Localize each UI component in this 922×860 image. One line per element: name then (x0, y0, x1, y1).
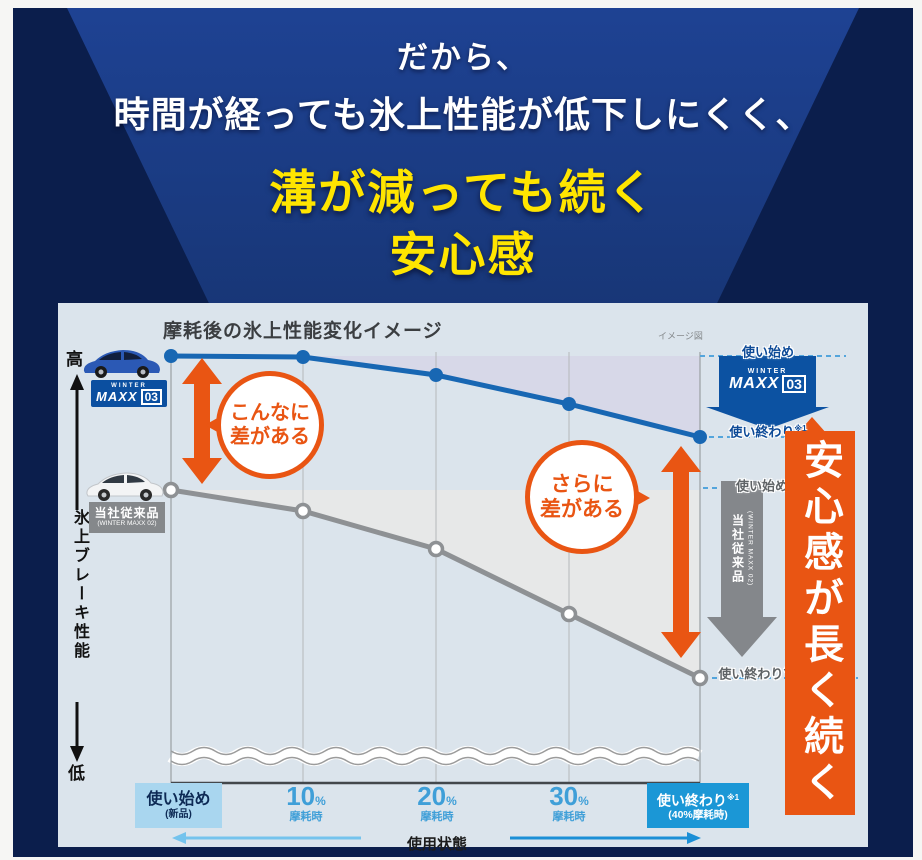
maxx03-brand-number: 03 (140, 388, 162, 405)
difference-bubble-1: こんなに 差がある (205, 371, 324, 479)
bubble1-tail (205, 416, 221, 434)
maxx03-legend-box: WINTER MAXX 03 (91, 380, 167, 407)
maxx03-brand-top: WINTER (111, 382, 147, 389)
x-tick-end-box: 使い終わり※1 (40%摩耗時) (647, 783, 749, 828)
maxx03-end-ref: ※1 (794, 424, 807, 434)
arrow-logo-number: 03 (782, 375, 806, 393)
chart-panel: 摩耗後の氷上性能変化イメージ イメージ図 高 氷上ブレーキ性能 低 WINTER… (58, 303, 868, 853)
bubble2-line2: 差がある (540, 498, 624, 521)
x-tick-start-box: 使い始め (新品) (135, 783, 222, 828)
conventional-start-label: 使い始め (735, 478, 789, 494)
x-tick-30-sub: 摩耗時 (552, 811, 586, 823)
maxx03-drop-area (171, 356, 700, 437)
conventional-sublabel: (WINTER MAXX 02) (97, 520, 157, 527)
y-axis-low-label: 低 (68, 764, 85, 783)
maxx03-end-text: 使い終わり (729, 424, 795, 440)
plot-side-borders (170, 352, 701, 783)
axis-break-band (167, 746, 703, 766)
x-tick-start-main: 使い始め (146, 790, 211, 808)
y-axis-arrow (70, 374, 84, 762)
maxx03-start-label: 使い始め (741, 344, 795, 360)
reassurance-banner: 安心感が長く続く (785, 431, 855, 815)
x-axis-label: 使用状態 (406, 836, 468, 853)
x-tick-30-num: 30 (549, 781, 579, 811)
bubble2-tail (634, 489, 650, 507)
axis-break-wave-bottom (170, 756, 700, 766)
maxx03-end-label: 使い終わり※1 (729, 422, 806, 441)
y-axis-high-label: 高 (66, 350, 83, 369)
x-tick-10pct: 10% 摩耗時 (286, 781, 326, 824)
conventional-arrow-main: 当社従来品 (730, 514, 745, 584)
axis-break-wave-top (170, 746, 700, 756)
x-tick-10-num: 10 (286, 781, 316, 811)
conventional-car-image (86, 472, 164, 501)
bubble1-line2: 差がある (230, 426, 310, 448)
difference-bubble-2: さらに 差がある (525, 440, 650, 554)
conventional-legend-box: 当社従来品 (WINTER MAXX 02) (89, 502, 165, 533)
difference-arrow-1 (182, 358, 222, 484)
x-tick-20-unit: % (446, 794, 457, 808)
maxx03-span-arrow (706, 356, 829, 429)
x-tick-end-sub: (40%摩耗時) (668, 809, 728, 822)
conventional-end-text: 使い終わり (718, 666, 784, 682)
x-tick-10-unit: % (315, 794, 326, 808)
difference-arrow-2 (661, 446, 701, 658)
bubble2-line1: さらに (550, 473, 614, 496)
maxx03-car-image (83, 350, 160, 378)
conventional-label: 当社従来品 (94, 506, 160, 520)
maxx03-brand-main: MAXX (96, 389, 138, 404)
banner-tail (797, 417, 827, 434)
arrow-logo-main: MAXX (729, 375, 780, 392)
x-tick-start-sub: (新品) (165, 808, 192, 820)
banner-text: 安心感が長く続く (798, 439, 842, 807)
conventional-arrow-text: 当社従来品 (WINTER MAXX 02) (721, 485, 763, 613)
headline-line-3: 溝が減っても続く (269, 166, 657, 219)
x-tick-30-unit: % (578, 794, 589, 808)
arrow-logo-top: WINTER (747, 368, 788, 375)
headline-line-4: 安心感 (389, 228, 537, 281)
x-tick-20-num: 20 (417, 781, 447, 811)
conventional-span-arrow (707, 481, 777, 657)
x-tick-30pct: 30% 摩耗時 (549, 781, 589, 824)
headline-line-2: 時間が経っても氷上性能が低下しにくく、 (113, 94, 813, 135)
y-axis-label: 氷上ブレーキ性能 (71, 509, 88, 661)
chart-plot (70, 349, 858, 844)
chart-title: 摩耗後の氷上性能変化イメージ (163, 321, 443, 342)
x-tick-end-ref: ※1 (726, 792, 740, 802)
image-note: イメージ図 (658, 331, 703, 341)
x-tick-end-main: 使い終わり (656, 792, 727, 809)
headline-line-1: だから、 (397, 40, 529, 75)
conventional-markers (162, 481, 709, 687)
maxx03-markers (164, 349, 707, 444)
usage-arrows (172, 832, 701, 844)
maxx03-arrow-logo: WINTER MAXX 03 (719, 361, 816, 401)
x-tick-20pct: 20% 摩耗時 (417, 781, 457, 824)
conventional-arrow-sub: (WINTER MAXX 02) (746, 511, 754, 587)
bubble1-line1: こんなに (230, 402, 310, 424)
x-tick-10-sub: 摩耗時 (289, 811, 323, 823)
x-tick-20-sub: 摩耗時 (420, 811, 454, 823)
